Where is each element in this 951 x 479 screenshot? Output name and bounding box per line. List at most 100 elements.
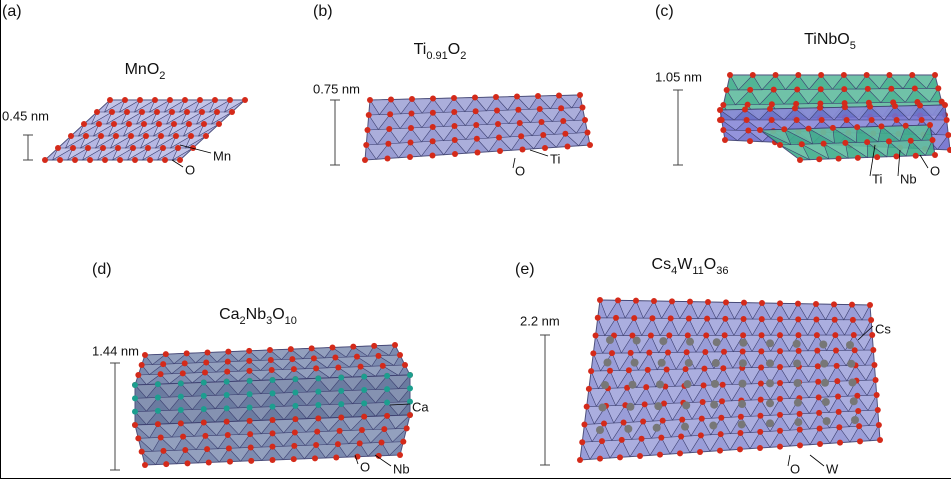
- atom: [797, 157, 803, 163]
- octahedron: [94, 135, 118, 149]
- octahedron: [171, 147, 195, 161]
- octahedron: [225, 420, 251, 436]
- atom: [201, 121, 207, 127]
- octahedron: [337, 366, 362, 378]
- atom: [452, 151, 458, 157]
- octahedron: [703, 367, 724, 386]
- octahedron: [542, 133, 566, 148]
- atom: [833, 347, 839, 354]
- atom: [292, 376, 299, 383]
- atom: [361, 387, 368, 393]
- atom: [314, 428, 321, 435]
- atom: [796, 426, 803, 433]
- atom: [685, 315, 692, 322]
- atom: [139, 109, 145, 115]
- atom: [709, 421, 718, 430]
- octahedron: [139, 135, 163, 149]
- octahedron: [137, 123, 161, 137]
- atom: [361, 400, 368, 407]
- octahedron: [517, 108, 541, 123]
- octahedron: [726, 89, 751, 106]
- atom: [268, 367, 275, 373]
- atom: [737, 413, 744, 420]
- octahedron: [910, 139, 933, 156]
- octahedron: [820, 74, 845, 90]
- octahedron: [432, 111, 455, 127]
- octahedron: [666, 368, 687, 387]
- atom: [407, 412, 413, 418]
- atom: [289, 356, 296, 363]
- atom: [832, 332, 839, 339]
- octahedron: [290, 348, 313, 360]
- octahedron: [134, 410, 159, 426]
- octahedron: [386, 414, 411, 430]
- octahedron: [798, 381, 819, 399]
- atom: [817, 104, 823, 111]
- octahedron: [797, 319, 817, 336]
- atom: [542, 145, 548, 151]
- atom: [719, 381, 726, 388]
- atom: [841, 86, 848, 93]
- atom: [831, 316, 838, 323]
- atom: [290, 456, 297, 463]
- atom: [184, 460, 191, 467]
- atom-label: Nb: [393, 461, 410, 476]
- atom: [669, 298, 675, 305]
- atom: [403, 425, 410, 432]
- atom: [817, 441, 823, 447]
- octahedron: [816, 350, 837, 367]
- atom: [200, 392, 207, 399]
- atom: [837, 439, 843, 446]
- octahedron: [597, 317, 617, 337]
- atom: [720, 102, 727, 108]
- atom: [851, 416, 859, 424]
- atom: [758, 316, 765, 323]
- atom: [138, 362, 145, 368]
- octahedron: [109, 135, 133, 149]
- octahedron: [914, 88, 939, 103]
- octahedron: [474, 110, 498, 125]
- octahedron: [851, 304, 871, 321]
- octahedron: [152, 123, 176, 137]
- atom: [814, 363, 821, 370]
- atom: [182, 447, 189, 453]
- atom: [813, 301, 819, 307]
- octahedron: [148, 99, 172, 113]
- atom: [815, 378, 822, 385]
- atom: [659, 417, 666, 424]
- octahedron: [831, 126, 858, 144]
- octahedron: [540, 120, 564, 135]
- octahedron: [227, 433, 251, 449]
- octahedron: [779, 429, 801, 447]
- octahedron: [605, 404, 626, 424]
- octahedron: [719, 109, 746, 121]
- formula: MnO2: [125, 61, 166, 82]
- octahedron: [890, 88, 916, 103]
- panel-label: (d): [92, 261, 112, 278]
- octahedron: [858, 424, 880, 442]
- atom: [363, 142, 370, 148]
- atom-label: O: [360, 459, 370, 474]
- formula-part: 2: [460, 50, 466, 62]
- atom: [822, 417, 831, 426]
- atom: [744, 101, 751, 108]
- atom: [626, 402, 635, 411]
- atom: [246, 417, 253, 424]
- octahedron: [352, 345, 375, 357]
- atom: [135, 372, 142, 378]
- octahedron: [186, 352, 209, 364]
- octahedron: [454, 138, 478, 154]
- thickness-label: 0.45 nm: [2, 108, 49, 123]
- atom: [641, 401, 648, 408]
- atom: [109, 109, 115, 115]
- atom-leader: [354, 454, 359, 465]
- atom: [313, 442, 320, 448]
- atom: [893, 153, 900, 160]
- octahedron: [539, 107, 562, 122]
- atom: [818, 72, 825, 78]
- atom: [562, 130, 569, 137]
- atom: [929, 137, 936, 143]
- atom-leader: [389, 403, 411, 406]
- atom: [627, 349, 634, 356]
- atom: [98, 133, 104, 139]
